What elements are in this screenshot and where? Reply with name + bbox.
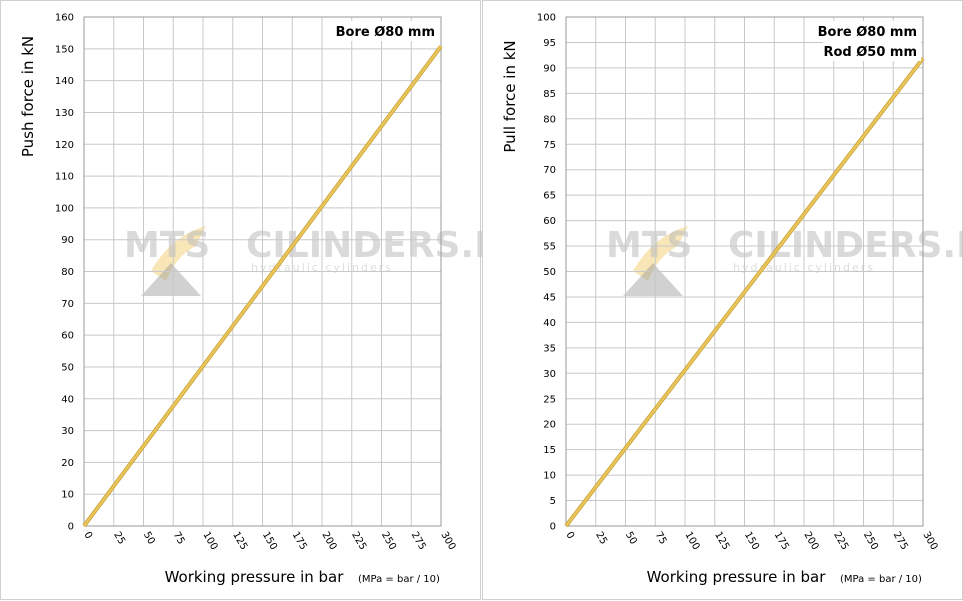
watermark-tagline: hydraulic cylinders [251,261,393,274]
x-axis-label: Working pressure in bar [647,568,827,586]
y-tick-label: 110 [55,172,74,183]
watermark-brand-left: MTS [606,225,692,266]
x-tick-label: 125 [712,530,731,552]
y-tick-label: 45 [543,292,556,303]
y-tick-label: 10 [61,490,74,501]
watermark-brand-right: CILINDERS.NL [728,225,963,266]
y-tick-label: 90 [543,63,556,74]
y-tick-label: 10 [543,471,556,482]
x-tick-label: 250 [379,530,398,552]
x-tick-label: 150 [260,530,279,552]
y-tick-label: 70 [61,299,74,310]
watermark-swoosh-icon [633,226,688,281]
y-axis-label: Push force in kN [19,36,37,157]
y-tick-label: 60 [61,331,74,342]
push-force-chart-panel: MTS CILINDERS.NL hydraulic cylinders 0 10 20 3… [0,0,527,600]
plot-frame [83,16,442,527]
y-tick-label: 50 [61,362,74,373]
x-tick-label: 75 [653,530,669,547]
y-tick-label: 85 [543,89,556,100]
x-tick-label: 50 [141,530,157,547]
annotation-background [341,21,439,41]
x-tick-label: 175 [290,530,309,552]
x-axis-unit-note: (MPa = bar / 10) [840,574,922,585]
grid-lines [83,16,442,527]
y-tick-label: 20 [543,420,556,431]
y-tick-label: 35 [543,343,556,354]
y-tick-label: 70 [543,165,556,176]
grid-lines [565,16,924,527]
x-axis-unit-note: (MPa = bar / 10) [358,574,440,585]
y-tick-label: 80 [543,114,556,125]
x-tick-label: 275 [891,530,910,552]
y-tick-label: 160 [55,13,74,24]
x-tick-label: 100 [682,530,701,552]
y-tick-label: 40 [61,394,74,405]
x-tick-label: 125 [230,530,249,552]
y-tick-label: 100 [537,13,556,24]
y-tick-label: 30 [543,369,556,380]
y-tick-label: 80 [61,267,74,278]
y-tick-label: 55 [543,242,556,253]
x-tick-label: 25 [111,530,127,547]
x-tick-label: 175 [772,530,791,552]
y-tick-label: 0 [550,522,556,533]
annotation-label: Rod Ø50 mm [823,45,917,60]
x-tick-label: 75 [171,530,187,547]
y-tick-label: 130 [55,108,74,119]
y-tick-label: 140 [55,76,74,87]
watermark-brand-left: MTS [124,225,210,266]
annotation-background [823,41,921,61]
y-tick-label: 60 [543,216,556,227]
annotation-label: Bore Ø80 mm [818,25,917,40]
y-tick-label: 75 [543,140,556,151]
y-tick-label: 40 [543,318,556,329]
y-tick-label: 20 [61,458,74,469]
x-tick-label: 225 [349,530,368,552]
x-tick-label: 50 [623,530,639,547]
annotation-background [823,21,921,41]
y-tick-label: 25 [543,394,556,405]
y-tick-label: 150 [55,44,74,55]
x-axis-label: Working pressure in bar [165,568,345,586]
y-tick-label: 50 [543,267,556,278]
x-tick-label: 300 [920,530,939,552]
x-tick-label: 225 [831,530,850,552]
x-tick-label: 100 [200,530,219,552]
x-tick-label: 200 [801,530,820,552]
x-tick-label: 300 [438,530,457,552]
plot-frame [565,16,924,527]
y-tick-label: 15 [543,445,556,456]
x-tick-label: 25 [593,530,609,547]
y-tick-label: 65 [543,191,556,202]
x-tick-label: 0 [563,530,576,541]
watermark-triangle-icon [141,263,201,296]
y-tick-label: 30 [61,426,74,437]
x-tick-label: 250 [861,530,880,552]
x-tick-label: 275 [409,530,428,552]
watermark-triangle-icon [623,263,683,296]
y-tick-label: 120 [55,140,74,151]
y-tick-label: 100 [55,203,74,214]
series-line [82,45,443,527]
x-tick-label: 150 [742,530,761,552]
x-tick-label: 0 [81,530,94,541]
y-tick-label: 90 [61,235,74,246]
y-axis-label: Pull force in kN [501,40,519,152]
y-tick-label: 95 [543,38,556,49]
y-tick-label: 5 [550,496,556,507]
x-tick-label: 200 [319,530,338,552]
y-tick-label: 0 [68,522,74,533]
series-line [565,57,924,527]
annotation-label: Bore Ø80 mm [336,25,435,40]
